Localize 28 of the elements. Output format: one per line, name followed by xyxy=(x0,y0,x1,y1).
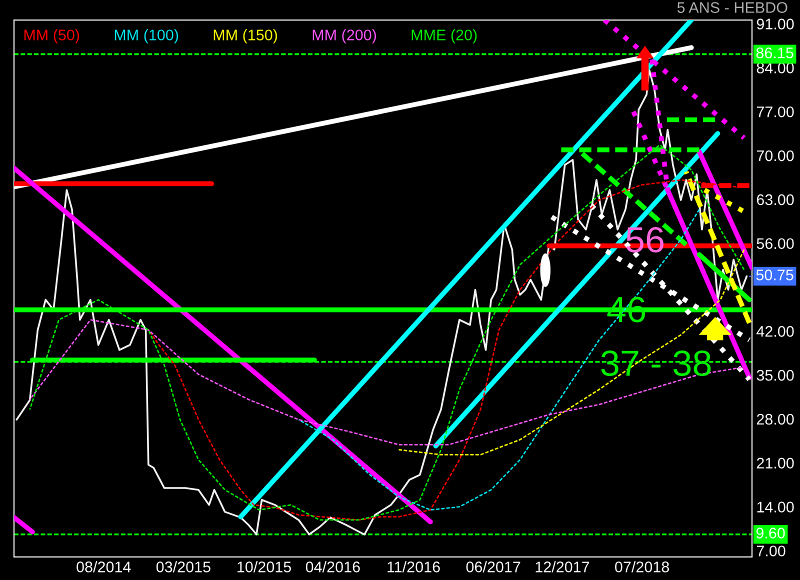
y-tick-label: 42.00 xyxy=(756,326,794,337)
x-tick-label: 11/2016 xyxy=(388,561,440,572)
chart-subtitle: 5 ANS - HEBDO xyxy=(677,2,788,13)
y-tick-label: 14.00 xyxy=(757,502,794,512)
y-tick-label: 21.00 xyxy=(756,458,794,469)
text: MM (100) xyxy=(114,29,178,44)
y-tick-label: 28.00 xyxy=(756,414,794,425)
x-tick-label: 03/2015 xyxy=(156,561,210,572)
text: MME (20) xyxy=(412,29,477,44)
y-tick-label: 35.00 xyxy=(756,370,794,381)
y-tick-label: 63.00 xyxy=(756,194,794,206)
ref-line-label: 86.15 xyxy=(756,47,794,58)
x-tick-label: 04/2016 xyxy=(306,561,360,572)
text: MM (150) xyxy=(214,29,278,44)
ref-line-label: 9.60 xyxy=(756,528,785,538)
x-tick-label: 08/2014 xyxy=(76,561,131,572)
y-tick-label: 91.00 xyxy=(756,18,794,30)
x-tick-label: 06/2017 xyxy=(466,561,520,572)
x-tick-label: 10/2015 xyxy=(238,561,291,572)
x-tick-label: 12/2017 xyxy=(536,561,590,572)
y-tick-label: 77.00 xyxy=(756,106,794,118)
y-tick-label: 56.00 xyxy=(756,238,794,250)
y-tick-label: 70.00 xyxy=(756,150,794,162)
x-tick-label: 07/2018 xyxy=(615,561,670,572)
text: MM (50) xyxy=(24,29,80,44)
text: MM (200) xyxy=(312,29,376,44)
annotation: 50.75 xyxy=(756,270,794,280)
y-tick-label: 7.00 xyxy=(756,546,786,556)
